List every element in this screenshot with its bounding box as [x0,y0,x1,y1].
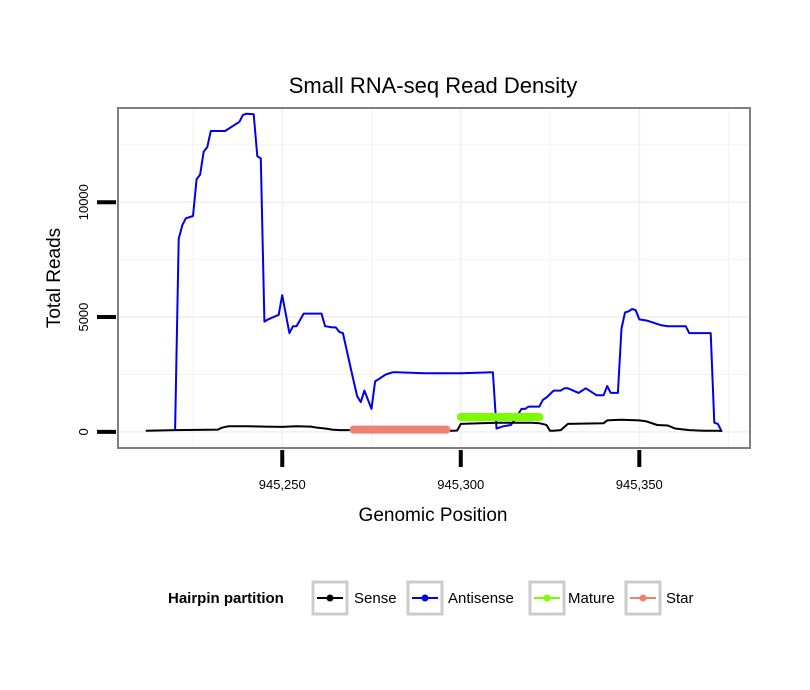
data-point-star [356,425,365,434]
x-tick-label: 945,250 [259,477,306,492]
data-point-mature [535,412,544,421]
data-point-mature [471,412,480,421]
data-point-star [349,425,358,434]
data-point-mature [506,412,515,421]
data-point-star [406,425,415,434]
legend-label: Antisense [448,590,514,607]
legend-item-sense: Sense [311,580,397,616]
data-point-mature [499,412,508,421]
data-point-mature [513,412,522,421]
data-point-mature [521,412,530,421]
legend-item-mature: Mature [528,580,615,616]
data-point-mature [528,412,537,421]
legend-item-star: Star [624,580,694,616]
legend-label: Mature [568,590,615,607]
data-point-mature [485,412,494,421]
data-point-star [435,425,444,434]
series-layer [145,112,723,434]
data-point-star [371,425,380,434]
x-axis: 945,250 945,300 945,350 [259,450,663,492]
legend-key-point [639,594,647,602]
y-tick-label: 10000 [76,184,91,220]
plot-area [118,108,750,448]
x-axis-title: Genomic Position [359,505,508,526]
data-point-star [421,425,430,434]
legend-key-point [326,594,334,602]
series-line-antisense [174,112,723,432]
legend-label: Star [666,590,694,607]
data-point-mature [492,412,501,421]
series-line-sense [145,418,723,432]
data-point-mature [478,412,487,421]
data-point-mature [463,412,472,421]
data-point-star [385,425,394,434]
legend-item-antisense: Antisense [406,580,514,616]
legend-label: Sense [354,590,397,607]
y-tick-label: 0 [76,428,91,435]
data-point-star [392,425,401,434]
data-point-star [363,425,372,434]
grid-lines [118,108,750,448]
legend: Hairpin partition Sense Antisense Mature St… [168,580,694,616]
legend-entries: Sense Antisense Mature Star [311,580,694,616]
plot-border [117,107,751,449]
data-point-star [413,425,422,434]
data-point-star [378,425,387,434]
y-axis: 0 5000 10000 [76,184,116,436]
y-axis-title: Total Reads [44,228,65,328]
data-point-star [399,425,408,434]
legend-key-point [543,594,551,602]
legend-key-point [421,594,429,602]
data-point-mature [456,412,465,421]
x-tick-label: 945,350 [616,477,663,492]
x-tick-label: 945,300 [437,477,484,492]
chart-title: Small RNA-seq Read Density [289,73,578,98]
legend-title: Hairpin partition [168,590,284,607]
y-tick-label: 5000 [76,303,91,332]
data-point-star [442,425,451,434]
data-point-star [428,425,437,434]
